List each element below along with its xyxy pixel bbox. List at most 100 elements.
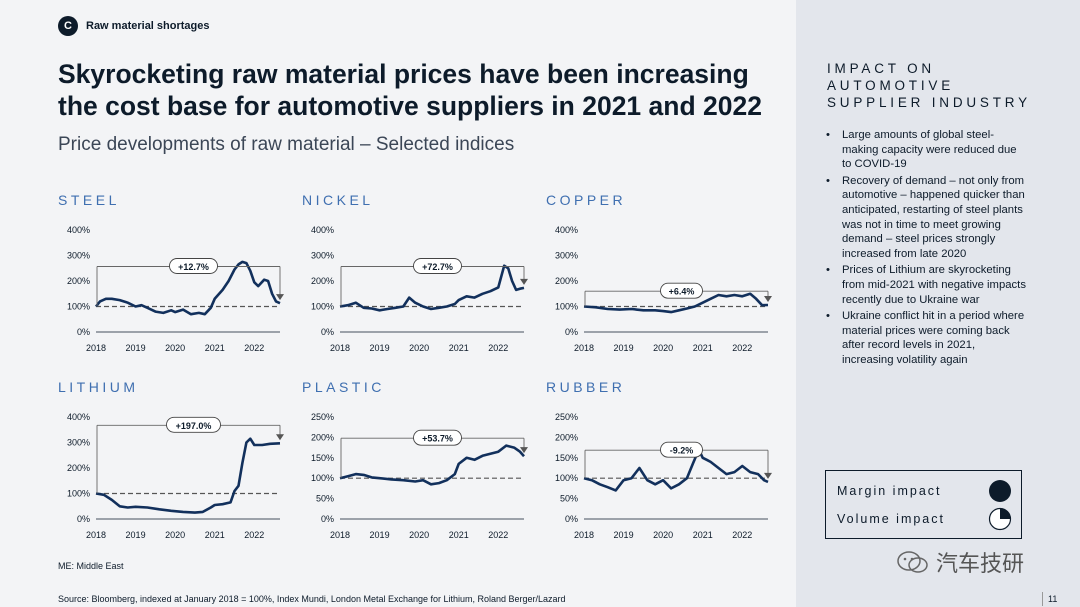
change-badge <box>660 441 703 458</box>
page-subtitle: Price developments of raw material – Sel… <box>58 134 515 155</box>
main-content: C Raw material shortages Skyrocketing ra… <box>58 16 786 604</box>
y-tick-label: 100% <box>555 302 578 312</box>
y-tick-label: 100% <box>311 302 334 312</box>
legend-label: Margin impact <box>837 484 942 498</box>
x-tick-label: 2021 <box>693 343 713 353</box>
y-tick-label: 150% <box>555 453 578 463</box>
x-tick-label: 2018 <box>574 343 594 353</box>
x-tick-label: 2018 <box>574 530 594 540</box>
chart-svg: 0% 100% 200% 300% 400% 2018 2019 2020 2021 2022 +1… <box>67 225 284 353</box>
y-tick-label: 400% <box>67 225 90 235</box>
y-tick-label: 200% <box>311 432 334 442</box>
impact-bullets: Large amounts of global steel-making cap… <box>826 128 1026 370</box>
y-tick-label: 100% <box>67 489 90 499</box>
y-tick-label: 0% <box>321 327 334 337</box>
full-circle-icon <box>989 480 1011 502</box>
chart-title: LITHIUM <box>58 379 139 395</box>
chart-svg: 0% 100% 200% 300% 400% 2018 2019 2020 2021 2022 +7… <box>311 225 528 353</box>
y-tick-label: 250% <box>555 412 578 422</box>
sidebar-title-line: IMPACT ON <box>827 61 935 76</box>
chart-nickel: NICKEL 0% 100% 200% 300% 400% 2018 2019 2020 202… <box>302 192 542 362</box>
legend-volume: Volume impact <box>837 507 1012 531</box>
change-label: +197.0% <box>176 421 212 431</box>
change-label: +6.4% <box>669 287 695 297</box>
y-tick-label: 300% <box>67 438 90 448</box>
series-line <box>339 264 525 312</box>
series-line <box>583 448 769 492</box>
change-label: +53.7% <box>422 434 453 444</box>
chart-title: PLASTIC <box>302 379 385 395</box>
series-line <box>583 292 769 314</box>
x-tick-label: 2019 <box>614 343 634 353</box>
y-tick-label: 200% <box>311 276 334 286</box>
x-tick-label: 2021 <box>205 343 225 353</box>
chart-rubber: RUBBER 0% 50% 100% 150% 200% 250% 2018 2019 2020… <box>546 379 786 549</box>
x-tick-label: 2021 <box>693 530 713 540</box>
bullet-item: Prices of Lithium are skyrocketing from … <box>826 263 1026 307</box>
y-tick-label: 50% <box>316 494 334 504</box>
y-tick-label: 0% <box>77 327 90 337</box>
series-line <box>95 437 281 514</box>
x-tick-label: 2020 <box>653 530 673 540</box>
y-tick-label: 200% <box>555 432 578 442</box>
y-tick-label: 200% <box>67 276 90 286</box>
bullet-item: Recovery of demand – not only from autom… <box>826 174 1026 262</box>
section-badge: C <box>58 16 78 36</box>
y-tick-label: 300% <box>311 251 334 261</box>
y-tick-label: 0% <box>321 514 334 524</box>
y-tick-label: 100% <box>555 473 578 483</box>
x-tick-label: 2018 <box>330 530 350 540</box>
sidebar-title-line: AUTOMOTIVE <box>827 78 955 93</box>
x-tick-label: 2022 <box>732 343 752 353</box>
sidebar-title-line: SUPPLIER INDUSTRY <box>827 95 1031 110</box>
section-tag: C Raw material shortages <box>58 16 210 36</box>
bracket-arrow <box>276 434 284 441</box>
x-tick-label: 2020 <box>165 343 185 353</box>
legend-label: Volume impact <box>837 512 945 526</box>
y-tick-label: 300% <box>555 251 578 261</box>
quarter-circle-icon <box>988 507 1012 531</box>
chart-title: RUBBER <box>546 379 626 395</box>
bracket-arrow <box>764 295 772 302</box>
x-tick-label: 2018 <box>86 530 106 540</box>
page-number: 11 <box>1048 594 1058 604</box>
section-label: Raw material shortages <box>86 20 210 32</box>
change-label: +12.7% <box>178 262 209 272</box>
y-tick-label: 200% <box>555 276 578 286</box>
series-line <box>94 260 281 316</box>
x-tick-label: 2018 <box>330 343 350 353</box>
x-tick-label: 2020 <box>409 530 429 540</box>
bracket-arrow <box>764 472 772 479</box>
change-badge <box>413 429 462 446</box>
watermark-text: 汽车技研 <box>936 552 1025 577</box>
y-tick-label: 0% <box>77 514 90 524</box>
wechat-icon <box>897 551 928 573</box>
x-tick-label: 2020 <box>653 343 673 353</box>
y-tick-label: 200% <box>67 463 90 473</box>
y-tick-label: 250% <box>311 412 334 422</box>
change-badge <box>169 258 218 274</box>
x-tick-label: 2020 <box>165 530 185 540</box>
x-tick-label: 2019 <box>126 343 146 353</box>
chart-lithium: LITHIUM 0% 100% 200% 300% 400% 2018 2019 2020 20… <box>58 379 298 549</box>
chart-title: STEEL <box>58 192 120 208</box>
x-tick-label: 2019 <box>614 530 634 540</box>
chart-svg: 0% 50% 100% 150% 200% 250% 2018 2019 2020 2021 202… <box>311 412 528 540</box>
x-tick-label: 2018 <box>86 343 106 353</box>
bracket-arrow <box>276 294 284 301</box>
change-badge <box>166 416 221 433</box>
chart-steel: STEEL 0% 100% 200% 300% 400% 2018 2019 2020 2021… <box>58 192 298 362</box>
bracket-arrow <box>520 447 528 454</box>
x-tick-label: 2021 <box>449 530 469 540</box>
x-tick-label: 2022 <box>488 530 508 540</box>
chart-plastic: PLASTIC 0% 50% 100% 150% 200% 250% 2018 2019 202… <box>302 379 542 549</box>
x-tick-label: 2021 <box>205 530 225 540</box>
y-tick-label: 0% <box>565 327 578 337</box>
chart-copper: COPPER 0% 100% 200% 300% 400% 2018 2019 2020 202… <box>546 192 786 362</box>
sidebar-title: IMPACT ON AUTOMOTIVE SUPPLIER INDUSTRY <box>827 60 1067 111</box>
y-tick-label: 0% <box>565 514 578 524</box>
y-tick-label: 400% <box>311 225 334 235</box>
x-tick-label: 2022 <box>244 343 264 353</box>
x-tick-label: 2022 <box>488 343 508 353</box>
x-tick-label: 2019 <box>370 343 390 353</box>
